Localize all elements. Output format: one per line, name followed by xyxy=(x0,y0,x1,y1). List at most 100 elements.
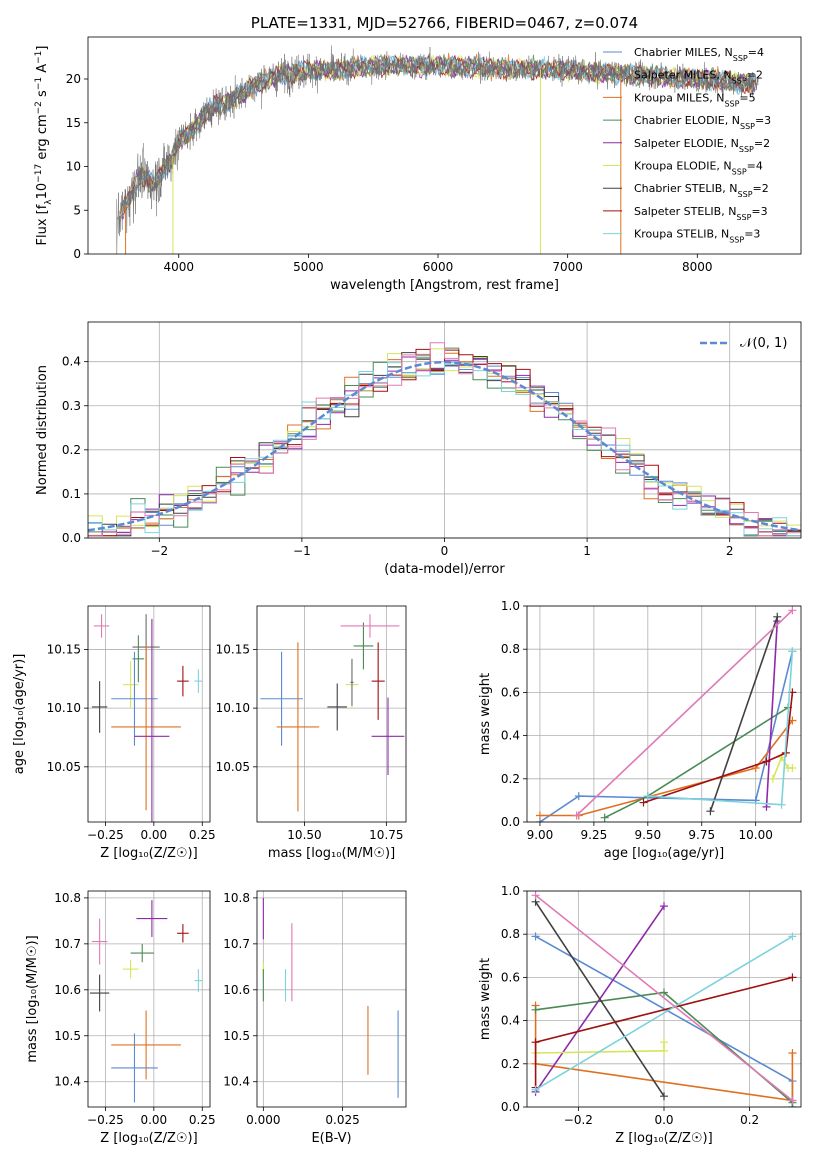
weight_vs_Z-ytick-label: 0.6 xyxy=(501,970,520,984)
mass_vs_EBV-points xyxy=(262,897,399,1098)
weight_vs_Z-frame xyxy=(526,890,802,1108)
weight_vs_age-xlabel: age [log₁₀(age/yr)] xyxy=(604,846,725,861)
residuals-axes: −2 −1 0 1 2 0.0 0.1 0.2 0.3 0.4 xyxy=(62,322,801,558)
age_vs_mass-xlabel: mass [log₁₀(M/M☉)] xyxy=(268,846,395,861)
marker-ke xyxy=(660,1046,668,1055)
spectrum-ytick-label: 0 xyxy=(73,247,81,261)
mass_vs_Z-ytick-label: 10.8 xyxy=(54,891,81,905)
legend-sub: SSP xyxy=(729,235,744,244)
residuals-ytick-label: 0.3 xyxy=(62,399,81,413)
mass_vs_EBV-ytick-label: 10.8 xyxy=(223,891,250,905)
mass_vs_EBV-frame xyxy=(256,890,407,1108)
weight_vs_Z-ytick-label: 1.0 xyxy=(501,884,520,898)
legend-entry: Kroupa ELODIE, NSSP=4 xyxy=(634,160,763,177)
marker-ce xyxy=(660,988,668,997)
legend-entry: Salpeter ELODIE, NSSP=2 xyxy=(634,137,770,154)
legend-post: =5 xyxy=(739,91,755,104)
marker-ss xyxy=(788,973,797,982)
weight_vs_age-ytick-label: 0.2 xyxy=(501,772,520,786)
age_vs_Z-ytick-label: 10.05 xyxy=(47,760,81,774)
marker-ke xyxy=(788,764,797,772)
weight_vs_age-ylabel: mass weight xyxy=(478,673,493,755)
age_vs_Z-xtick-label: 0.00 xyxy=(140,828,167,842)
residuals-ytick-label: 0.2 xyxy=(62,443,81,457)
mass_vs_EBV-axes: 0.000 0.025 10.4 10.5 10.6 10.7 10.8 xyxy=(223,891,406,1127)
residual-histograms xyxy=(88,342,801,537)
mass_vs_Z-points xyxy=(89,900,203,1103)
residuals-xtick-label: 2 xyxy=(726,544,734,558)
age_vs_Z-frame xyxy=(87,605,211,823)
legend-post: =3 xyxy=(751,205,767,218)
weight_vs_age-xtick-label: 9.75 xyxy=(688,828,715,842)
legend-entry: Chabrier STELIB, NSSP=2 xyxy=(634,182,769,199)
marker-ss xyxy=(531,1038,540,1047)
weight_vs_Z-axes: −0.2 0.0 0.2 0.0 0.2 0.4 0.6 0.8 1.0 xyxy=(501,884,801,1127)
legend-pre: Kroupa ELODIE, N xyxy=(634,160,732,173)
legend-post: =3 xyxy=(755,114,771,127)
legend-post: =4 xyxy=(747,160,763,173)
residuals-xtick-label: 0 xyxy=(441,544,449,558)
weight_vs_age-xtick-label: 10.00 xyxy=(739,828,773,842)
spectrum-ytick-label: 15 xyxy=(66,116,81,130)
marker-ke xyxy=(660,1038,668,1047)
marker-ks xyxy=(788,647,797,656)
spectrum-ylabel-part: A xyxy=(35,64,50,77)
legend-entry: Chabrier ELODIE, NSSP=3 xyxy=(634,114,771,131)
spectrum-ylabel-part: −17 xyxy=(34,164,44,183)
mass_vs_Z-ytick-label: 10.7 xyxy=(54,937,81,951)
legend-pre: Salpeter MILES, N xyxy=(634,69,732,82)
weight_vs_age-ytick-label: 0.6 xyxy=(501,685,520,699)
weight_vs_Z-ytick-label: 0.4 xyxy=(501,1014,520,1028)
series-line-km xyxy=(534,1005,794,1102)
age_vs_mass-points xyxy=(260,614,405,812)
series-line-ss xyxy=(643,692,794,804)
spectrum-ylabel-part: −1 xyxy=(34,77,44,90)
age_vs_Z-ytick-label: 10.10 xyxy=(47,701,81,715)
series-line-pink xyxy=(576,609,793,817)
legend-pre: Kroupa STELIB, N xyxy=(634,228,729,241)
marker-ks xyxy=(643,792,652,801)
series-line-km xyxy=(539,720,794,817)
mass_vs_EBV-xtick-label: 0.000 xyxy=(246,1113,280,1127)
legend-pre: Salpeter ELODIE, N xyxy=(634,137,739,150)
weight_vs_Z-ytick-label: 0.0 xyxy=(501,1100,520,1114)
legend-sub: SSP xyxy=(733,54,748,63)
weight_vs_Z-xlabel: Z [log₁₀(Z/Z☉)] xyxy=(615,1131,712,1146)
mass_vs_Z-axes: −0.25 0.00 0.25 10.4 10.5 10.6 10.7 10.8 xyxy=(54,891,215,1127)
histogram-pink xyxy=(88,342,801,537)
mass_vs_EBV-ytick-label: 10.4 xyxy=(223,1075,250,1089)
spectrum-xtick-label: 8000 xyxy=(682,260,713,274)
weight_vs_age-axes: 9.00 9.25 9.50 9.75 10.00 0.0 0.2 0.4 0.6 0.8 1.0 xyxy=(501,599,801,842)
mass_vs_Z-ylabel: mass [log₁₀(M/M☉)] xyxy=(25,935,40,1062)
series-line-se xyxy=(765,621,779,807)
legend-pre: Kroupa MILES, N xyxy=(634,91,724,104)
legend-entry: Chabrier MILES, NSSP=4 xyxy=(634,46,764,63)
weight_vs_Z-ytick-label: 0.2 xyxy=(501,1057,520,1071)
legend-pre: Chabrier STELIB, N xyxy=(634,182,738,195)
mass_vs_Z-ytick-label: 10.4 xyxy=(54,1075,81,1089)
weight_vs_Z-ylabel: mass weight xyxy=(478,958,493,1040)
spectrum-ylabel-part: −2 xyxy=(34,101,44,114)
legend-sub: SSP xyxy=(738,190,753,199)
spectrum-xtick-label: 6000 xyxy=(423,260,454,274)
legend-entry: Kroupa STELIB, NSSP=3 xyxy=(634,228,760,245)
spectrum-ylabel-part: Flux [f xyxy=(35,204,50,245)
spectrum-ylabel-part: λ xyxy=(44,199,54,205)
spectrum-axes: 4000 5000 6000 7000 8000 0 5 10 15 20 xyxy=(66,72,713,274)
marker-pink xyxy=(572,811,581,820)
mass_vs_EBV-ytick-label: 10.7 xyxy=(223,937,250,951)
weight_vs_age-xtick-label: 9.25 xyxy=(581,828,608,842)
weight_vs_Z-xtick-label: 0.0 xyxy=(654,1113,673,1127)
spectrum-ytick-label: 5 xyxy=(73,203,81,217)
spectrum-lines xyxy=(116,45,759,254)
marker-pink xyxy=(531,891,540,900)
weight_vs_age-ytick-label: 1.0 xyxy=(501,599,520,613)
marker-ks xyxy=(531,1085,540,1094)
marker-cm xyxy=(531,932,540,941)
spectrum-title: PLATE=1331, MJD=52766, FIBERID=0467, z=0… xyxy=(251,14,638,32)
legend-entry: Salpeter MILES, NSSP=2 xyxy=(634,69,763,86)
legend-sub: SSP xyxy=(724,99,739,108)
spectrum-ylabel-part: erg cm xyxy=(35,114,50,163)
marker-cs xyxy=(706,807,715,816)
spectrum-ytick-label: 20 xyxy=(66,72,81,86)
